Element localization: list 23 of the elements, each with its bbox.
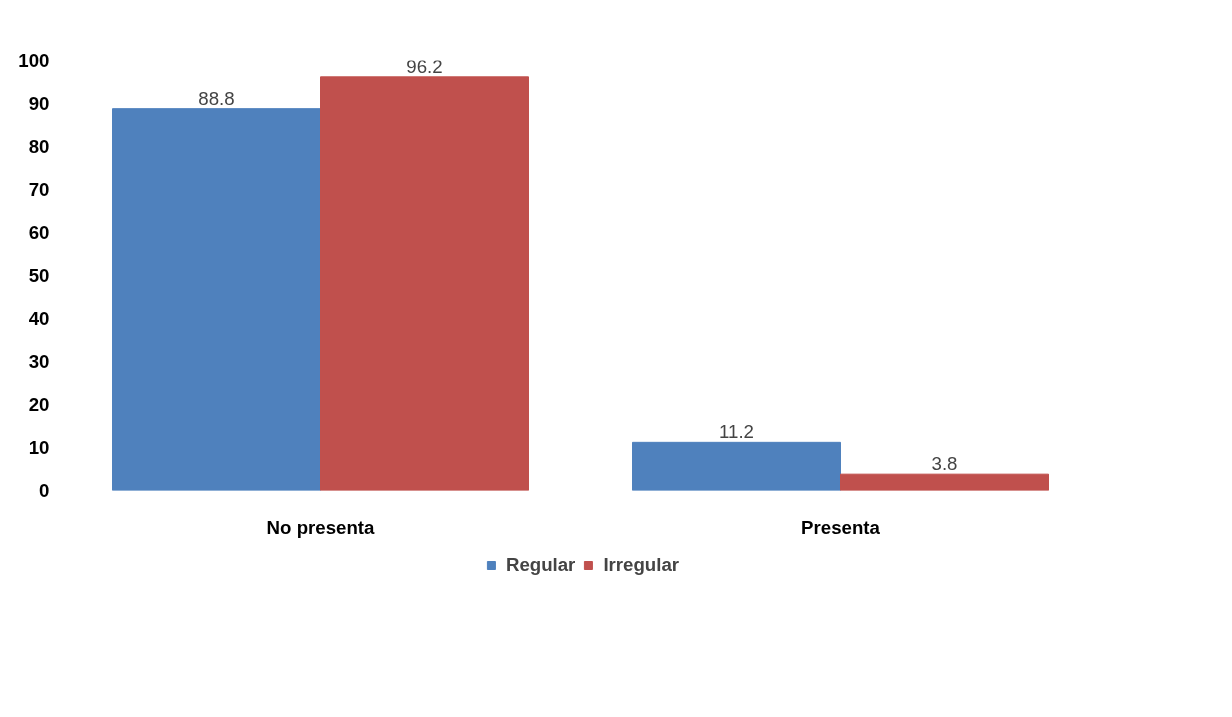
data-label: 96.2 (406, 55, 443, 77)
bar (112, 108, 321, 491)
y-tick-label: 40 (28, 308, 50, 329)
y-tick-label: 20 (28, 394, 50, 415)
bar (840, 473, 1049, 491)
y-tick-label: 50 (28, 265, 50, 286)
data-label: 88.8 (198, 87, 235, 109)
legend-label: Irregular (603, 554, 680, 576)
data-label: 11.2 (719, 421, 754, 443)
y-tick-label: 30 (28, 351, 50, 372)
y-tick-label: 70 (28, 179, 50, 200)
y-tick-label: 100 (18, 50, 50, 71)
y-tick-label: 10 (28, 437, 50, 458)
data-label: 3.8 (931, 453, 958, 475)
bar (632, 441, 841, 491)
x-tick-label: Presenta (801, 516, 881, 538)
y-tick-label: 60 (28, 222, 50, 243)
bar (320, 76, 529, 491)
legend-label: Regular (505, 554, 576, 576)
y-tick-label: 0 (39, 480, 50, 501)
y-tick-label: 80 (28, 136, 50, 157)
y-tick-label: 90 (28, 93, 50, 114)
x-tick-label: No presenta (266, 516, 376, 538)
